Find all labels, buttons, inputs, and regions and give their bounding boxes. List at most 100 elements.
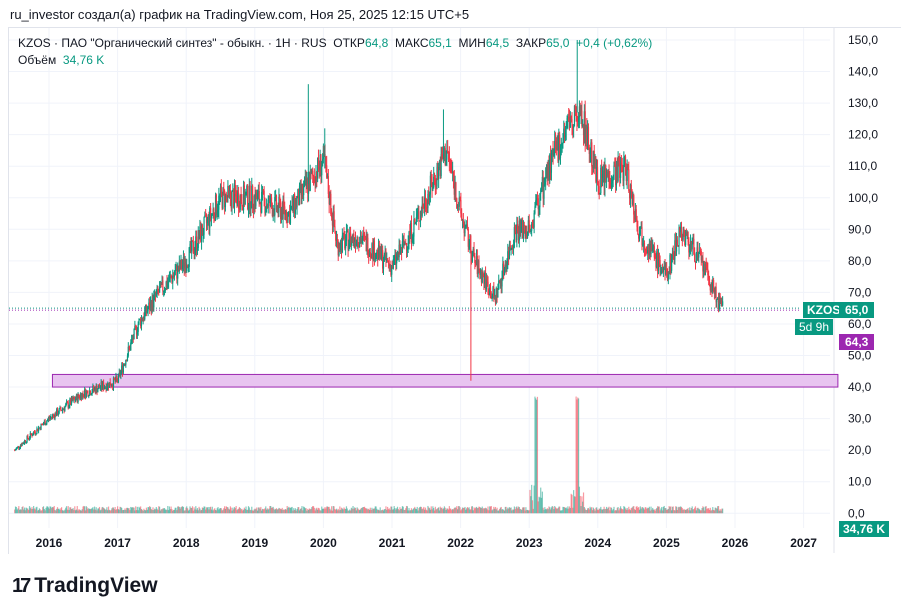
volume-bar [259,508,261,514]
price-tick-label: 30,0 [848,412,872,426]
volume-bar [395,509,397,514]
volume-bar [456,509,459,514]
volume-bar [262,509,264,514]
price-tick-label: 110,0 [848,159,877,173]
candle-body [141,318,143,321]
candle-body [397,253,399,258]
volume-bar [211,506,213,514]
price-tick-label: 20,0 [848,443,872,457]
candle-body [103,382,105,390]
volume-bar [631,507,633,514]
volume-bar [159,510,162,514]
volume-bar [48,508,50,514]
volume-bar [565,507,567,514]
volume-bar [717,506,719,514]
volume-bar [388,508,390,514]
volume-bar [390,506,392,514]
candle-body [578,106,581,118]
candle-body [172,276,175,278]
candle-body [435,185,437,187]
candle-body [539,193,541,208]
candle-body [70,399,72,405]
volume-bar [500,506,502,514]
candle-body [20,445,22,447]
volume-bar [42,507,44,514]
candle-body [428,194,431,197]
volume-bar [326,506,329,514]
volume-bar [389,509,391,514]
volume-bar [66,509,68,514]
volume-bar [601,509,604,514]
candle-body [613,165,615,180]
candle-body [590,142,592,153]
volume-bar [617,507,619,514]
candle-body [504,264,506,269]
candle-body [445,159,447,165]
close-value: 65,0 [546,36,570,50]
volume-bar [554,507,557,514]
candle-body [354,239,356,242]
candle-body [476,256,478,275]
volume-bar [42,506,45,514]
candle-body [224,190,226,208]
candle-body [327,176,329,194]
volume-bar [20,509,22,514]
candle-body [257,190,259,194]
volume-bar [480,508,483,514]
volume-bar [32,508,34,514]
volume-bar [415,509,418,514]
volume-bar [428,507,430,514]
candle-body [558,135,560,161]
candle-body [98,385,100,390]
volume-bar [43,508,45,514]
volume-bar [197,510,199,514]
candle-body [593,150,595,168]
volume-bar [136,506,138,514]
candle-body [569,116,571,128]
candle-body [45,423,47,426]
candle-body [458,197,460,207]
volume-bar [451,510,453,514]
candle-body [202,234,204,236]
volume-bar [474,508,476,514]
price-tick-label: 70,0 [848,285,872,299]
candle-body [568,120,571,128]
volume-bar [506,509,508,514]
volume-bar [70,509,73,514]
volume-bar [525,507,527,514]
volume-bar [716,508,718,514]
candle-body [531,223,534,225]
volume-bar [191,506,194,514]
volume-bar [205,507,208,514]
volume-bar [145,507,148,514]
volume-bar [646,508,648,514]
volume-bar [174,507,176,514]
candle-body [712,280,714,292]
candle-body [450,164,452,167]
candle-body [384,250,386,255]
tv-logo-icon: 17 [12,574,31,597]
candle-body [174,270,176,275]
candle-body [597,184,599,187]
candle-body [243,185,245,205]
volume-bar [217,507,219,514]
price-tick-label: 80,0 [848,254,872,268]
volume-bar [205,509,207,514]
volume-bar [226,507,228,514]
volume-bar [649,510,651,514]
volume-bar [120,507,122,514]
candle-body [360,238,362,243]
volume-bar [281,507,283,514]
volume-bar [438,507,440,514]
volume-bar [671,510,673,514]
volume-bar [340,509,342,514]
volume-bar [574,496,576,514]
volume-bar [666,509,668,514]
candle-body [260,202,262,213]
volume-bar [545,509,548,514]
volume-bar [364,508,366,514]
candle-body [442,156,444,159]
volume-bar [633,509,636,514]
volume-bar [177,506,179,514]
